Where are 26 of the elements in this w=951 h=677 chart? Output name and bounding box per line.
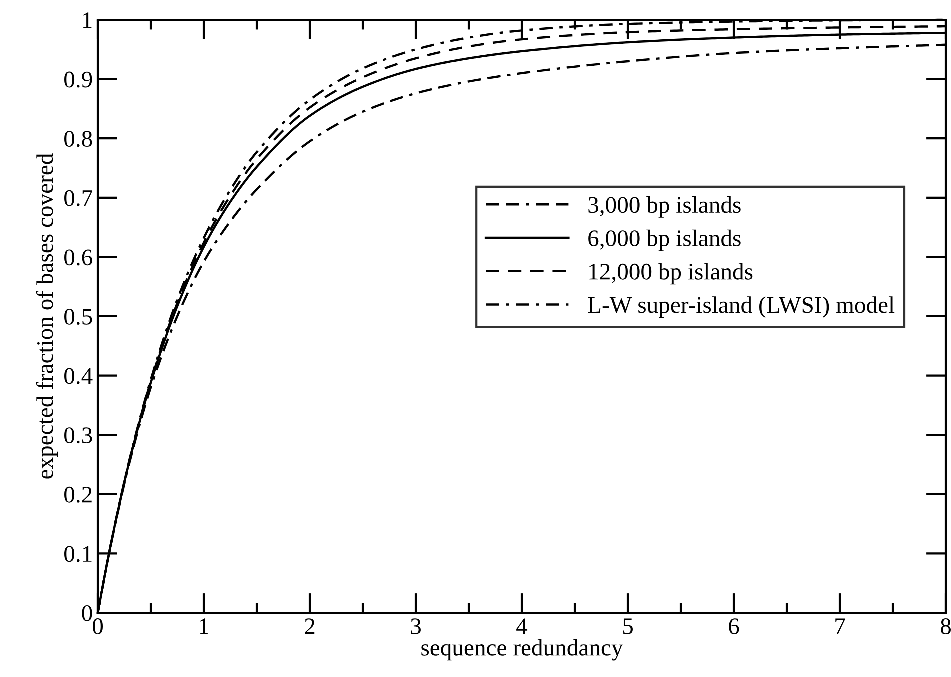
x-tick-label: 0	[92, 618, 104, 634]
y-tick-label: 0.1	[64, 546, 92, 562]
legend-label: 12,000 bp islands	[590, 263, 753, 285]
x-tick-label: 8	[940, 618, 951, 634]
x-tick-label: 2	[305, 618, 315, 634]
y-tick-label: 0.8	[64, 131, 92, 148]
y-tick-label: 0.7	[64, 190, 92, 206]
x-tick-label: 7	[836, 618, 846, 634]
legend-label: 6,000 bp islands	[588, 230, 741, 252]
x-tick-label: 5	[623, 618, 633, 634]
x-tick-label: 6	[729, 618, 740, 634]
y-tick-label: 0.5	[64, 308, 92, 326]
y-tick-label: 0	[82, 605, 92, 622]
x-tick-label: 1	[200, 618, 208, 634]
y-tick-label: 0.2	[64, 486, 92, 503]
x-axis-title: sequence redundancy	[422, 639, 624, 661]
y-axis-title: expected fraction of bases covered	[36, 154, 58, 479]
y-tick-label: 0.3	[64, 428, 92, 444]
y-tick-label: 0.6	[64, 250, 92, 266]
y-tick-label: 1	[83, 12, 92, 28]
y-tick-label: 0.4	[64, 368, 93, 384]
y-tick-label: 0.9	[64, 72, 92, 88]
legend-label: L-W super-island (LWSI) model	[588, 296, 895, 318]
legend-label: 3,000 bp islands	[588, 196, 741, 218]
x-tick-label: 3	[411, 618, 421, 634]
x-tick-label: 4	[516, 618, 528, 634]
